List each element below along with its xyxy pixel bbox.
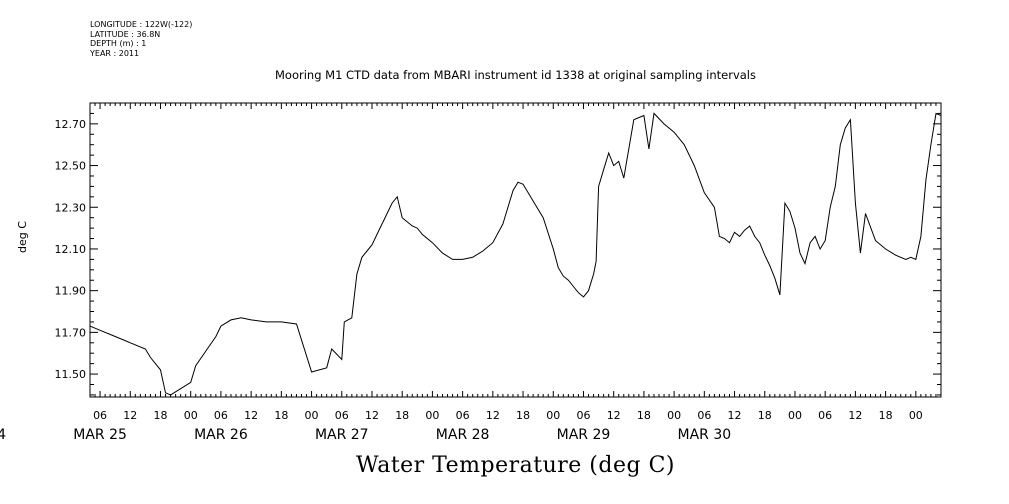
x-tick-label: 06 <box>818 409 832 422</box>
x-axis-title: Water Temperature (deg C) <box>356 453 675 478</box>
x-tick-label: 12 <box>486 409 500 422</box>
x-tick-label: 12 <box>244 409 258 422</box>
x-tick-label: 06 <box>456 409 470 422</box>
y-tick-label: 12.70 <box>55 118 87 131</box>
x-tick-label: 00 <box>425 409 439 422</box>
x-tick-label: 12 <box>728 409 742 422</box>
x-tick-label: 12 <box>123 409 137 422</box>
x-tick-label: 18 <box>637 409 651 422</box>
plot-frame <box>89 102 942 398</box>
x-tick-label: 00 <box>184 409 198 422</box>
y-tick-label: 12.50 <box>55 160 87 173</box>
x-tick-label: 18 <box>395 409 409 422</box>
day-label: MAR 30 <box>678 427 732 443</box>
axis-ticks <box>89 102 942 397</box>
x-tick-label: 18 <box>879 409 893 422</box>
x-tick-label: 12 <box>607 409 621 422</box>
depth-text: DEPTH (m) : 1 <box>90 39 147 48</box>
x-tick-label: 06 <box>697 409 711 422</box>
day-label: MAR 29 <box>557 427 611 443</box>
chart-title: Mooring M1 CTD data from MBARI instrumen… <box>275 68 756 82</box>
day-label: MAR 28 <box>436 427 490 443</box>
year-text: YEAR : 2011 <box>90 48 140 58</box>
x-tick-label: 18 <box>153 409 167 422</box>
x-tick-label: 00 <box>788 409 802 422</box>
x-tick-label: 18 <box>758 409 772 422</box>
x-tick-label: 00 <box>667 409 681 422</box>
y-tick-label: 12.30 <box>55 201 87 214</box>
water-temperature-line <box>89 112 942 396</box>
x-tick-label: 00 <box>546 409 560 422</box>
latitude-text: LATITUDE : 36.8N <box>90 29 161 39</box>
day-label: MAR 25 <box>73 427 127 443</box>
axis-labels: 06 12 18 00 06 12 18 00 06 12 18 00 06 12 18 00 06 12 18 00… <box>0 118 923 443</box>
x-tick-label: 06 <box>214 409 228 422</box>
y-axis-label: deg C <box>16 221 29 253</box>
longitude-text: LONGITUDE : 122W(-122) <box>90 20 193 29</box>
day-label: MAR 26 <box>194 427 248 443</box>
x-tick-label: 00 <box>909 409 923 422</box>
x-tick-label: 00 <box>305 409 319 422</box>
x-tick-label: 06 <box>576 409 590 422</box>
y-tick-label: 12.10 <box>55 243 87 256</box>
day-label: MAR 27 <box>315 427 369 443</box>
x-tick-label: 12 <box>365 409 379 422</box>
y-tick-label: 11.90 <box>55 285 87 298</box>
y-tick-label: 11.50 <box>55 368 87 381</box>
x-tick-label: 12 <box>848 409 862 422</box>
x-tick-label: 06 <box>93 409 107 422</box>
x-tick-label: 18 <box>274 409 288 422</box>
day-label: MAR 24 <box>0 427 6 443</box>
x-tick-label: 06 <box>335 409 349 422</box>
metadata-block: LONGITUDE : 122W(-122) LATITUDE : 36.8N … <box>90 20 192 58</box>
y-tick-label: 11.70 <box>55 326 87 339</box>
x-tick-label: 18 <box>516 409 530 422</box>
